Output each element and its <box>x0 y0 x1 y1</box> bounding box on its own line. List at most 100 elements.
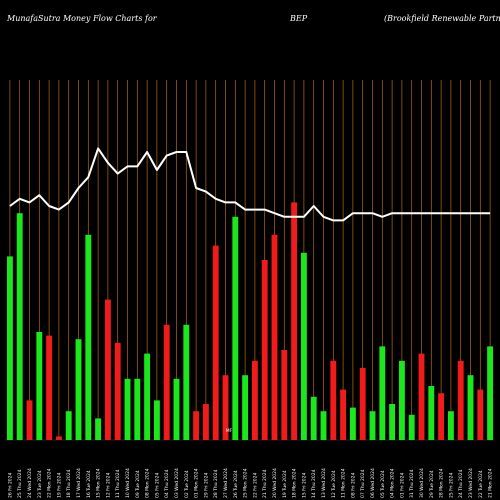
bar <box>124 378 131 440</box>
bar <box>398 360 405 440</box>
bar <box>300 252 307 440</box>
bar <box>438 393 445 440</box>
bar <box>408 414 415 440</box>
x-tick-label: 29 Fri 2024 <box>203 472 209 498</box>
bar <box>418 353 425 440</box>
bar <box>330 360 337 440</box>
bar <box>95 418 102 440</box>
x-tick-label: 12 Fri 2024 <box>105 472 111 498</box>
x-tick-label: 28 Thu 2024 <box>213 469 219 498</box>
header-left-title: MunafaSutra Money Flow Charts for <box>7 14 157 23</box>
x-tick-label: 05 Fri 2024 <box>154 472 160 498</box>
bar <box>281 350 288 440</box>
bar <box>212 245 219 440</box>
x-tick-label: 18 Thu 2024 <box>66 469 72 498</box>
bar <box>447 411 454 440</box>
bar <box>104 299 111 440</box>
bar <box>369 411 376 440</box>
bar <box>163 324 170 440</box>
x-tick-label: 20 Wed 2024 <box>272 468 278 498</box>
bar <box>144 353 151 440</box>
bar <box>183 324 190 440</box>
x-tick-label: 08 Fri 2024 <box>350 472 356 498</box>
bar <box>65 411 72 440</box>
x-tick-label: 04 Mon 2024 <box>390 468 396 498</box>
bar <box>114 342 121 440</box>
bar <box>193 411 200 440</box>
x-tick-label: 25 Fri 2024 <box>448 472 454 498</box>
x-tick-label: 26 Fri 2024 <box>7 472 13 498</box>
bar <box>6 256 13 440</box>
x-tick-label: 09 Tue 2024 <box>135 470 141 498</box>
x-tick-label: 05 Tue 2024 <box>380 470 386 498</box>
x-tick-label: 24 Wed 2024 <box>27 468 33 498</box>
x-tick-label: 31 Thu 2024 <box>409 469 415 498</box>
x-tick-label: 19 Fri 2024 <box>56 472 62 498</box>
bar <box>242 375 249 440</box>
bar <box>134 378 141 440</box>
header-company-name: (Brookfield Renewable Partners <box>384 14 500 23</box>
x-tick-label: 13 Wed 2024 <box>321 468 327 498</box>
bar <box>75 339 82 440</box>
x-tick-label: 26 Tue 2024 <box>233 470 239 498</box>
x-tick-label: 17 Wed 2024 <box>76 468 82 498</box>
x-tick-label: 18 Mon 2024 <box>292 468 298 498</box>
x-tick-label: 10 Wed 2024 <box>125 468 131 498</box>
x-tick-label: 22 Tue 2024 <box>478 470 484 498</box>
bar <box>85 234 92 440</box>
bar <box>291 202 298 440</box>
bar <box>457 360 464 440</box>
bar <box>487 346 494 440</box>
bar-series <box>6 202 494 440</box>
x-tick-label: 22 Mon 2024 <box>47 468 53 498</box>
x-tick-label: 15 Mon 2024 <box>96 468 102 498</box>
x-tick-label: 04 Thu 2024 <box>164 469 170 498</box>
bar <box>46 335 53 440</box>
bar <box>55 436 62 440</box>
bar <box>232 216 239 440</box>
bar <box>340 389 347 440</box>
x-tick-label: 11 Thu 2024 <box>115 469 121 498</box>
x-tick-label: 23 Tue 2024 <box>37 470 43 498</box>
bar <box>349 407 356 440</box>
x-tick-labels: 26 Fri 2024 25 Thu 2024 24 Wed 2024 23 Tue … <box>7 468 493 498</box>
bar <box>173 378 180 440</box>
bar <box>222 375 229 440</box>
bar <box>310 396 317 440</box>
x-tick-label: 27 Wed 2024 <box>223 468 229 498</box>
money-flow-line <box>9 147 491 222</box>
x-tick-label: 08 Mon 2024 <box>145 468 151 498</box>
x-tick-label: 16 Tue 2024 <box>86 470 92 498</box>
x-tick-label: 14 Thu 2024 <box>311 469 317 498</box>
bar <box>251 360 258 440</box>
bar <box>16 213 23 440</box>
bar <box>271 234 278 440</box>
bar <box>359 368 366 440</box>
x-tick-label: 21 Mon 2024 <box>488 468 494 498</box>
x-tick-label: 21 Thu 2024 <box>262 469 268 498</box>
x-tick-label: 03 Wed 2024 <box>174 468 180 498</box>
x-tick-label: 11 Mon 2024 <box>341 468 347 498</box>
bar <box>428 386 435 440</box>
x-tick-label: 01 Fri 2024 <box>399 472 405 498</box>
bar <box>467 375 474 440</box>
x-tick-label: 15 Fri 2024 <box>301 472 307 498</box>
x-tick-label: 30 Wed 2024 <box>419 468 425 498</box>
x-tick-label: 29 Tue 2024 <box>429 470 435 498</box>
x-tick-label: 23 Wed 2024 <box>468 468 474 498</box>
x-tick-label: 12 Tue 2024 <box>331 470 337 498</box>
header-symbol: BEP <box>290 14 308 23</box>
x-tick-label: 19 Tue 2024 <box>282 470 288 498</box>
x-tick-label: 22 Fri 2024 <box>252 472 258 498</box>
bar <box>26 400 33 440</box>
x-tick-label: 06 Wed 2024 <box>370 468 376 498</box>
x-tick-label: 24 Thu 2024 <box>458 469 464 498</box>
x-tick-label: 07 Thu 2024 <box>360 469 366 498</box>
bar <box>379 346 386 440</box>
bar <box>36 332 43 440</box>
bar <box>320 411 327 440</box>
x-tick-label: 28 Mon 2024 <box>439 468 445 498</box>
x-tick-label: 02 Tue 2024 <box>184 470 190 498</box>
